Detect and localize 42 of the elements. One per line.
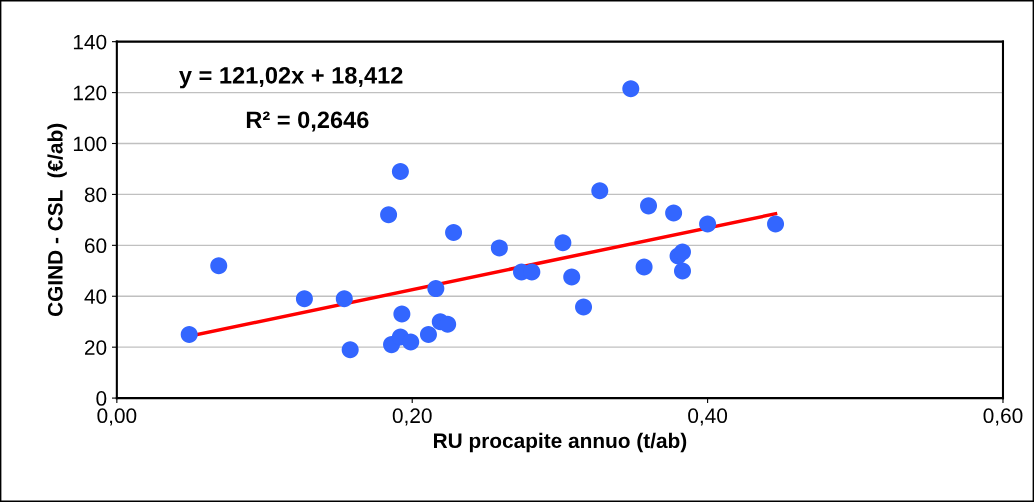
y-axis-title: CGIND - CSL (€/ab) (47, 123, 67, 317)
point (665, 204, 683, 222)
point (445, 224, 463, 242)
point (210, 257, 228, 275)
point (419, 325, 437, 343)
y-tick-label: 40 (84, 289, 107, 305)
x-tick-label: 0,00 (97, 408, 137, 426)
point (635, 258, 653, 276)
x-axis-title: RU procapite annuo (t/ab) (434, 432, 687, 453)
point (490, 239, 508, 257)
point (295, 290, 313, 308)
point (439, 315, 457, 333)
point (591, 182, 609, 200)
x-tick-label: 0,20 (392, 408, 432, 426)
point (380, 206, 398, 224)
x-tick-label: 0,40 (688, 408, 728, 426)
point (622, 80, 640, 98)
point (393, 305, 411, 323)
annotation: y = 121,02x + 18,412 (179, 66, 403, 89)
point (640, 197, 658, 215)
y-tick-label: 20 (85, 340, 107, 355)
y-tick-label: 60 (85, 238, 107, 254)
point (767, 215, 785, 233)
point (335, 290, 353, 308)
point (180, 325, 198, 343)
point (673, 262, 691, 280)
x-tick-label: 0,60 (983, 408, 1023, 426)
point (341, 341, 359, 359)
point (554, 234, 572, 252)
point (575, 298, 593, 316)
y-tick-label: 0 (96, 391, 107, 406)
point (391, 163, 409, 181)
point (673, 243, 691, 261)
y-tick-label: 120 (73, 85, 107, 101)
y-tick-label: 100 (73, 136, 107, 152)
point (427, 280, 445, 298)
point (563, 268, 581, 286)
point (699, 215, 717, 233)
point (402, 333, 420, 351)
y-tick-label: 140 (73, 34, 107, 50)
annotation: R² = 0,2646 (246, 111, 369, 132)
y-tick-label: 80 (84, 187, 107, 203)
